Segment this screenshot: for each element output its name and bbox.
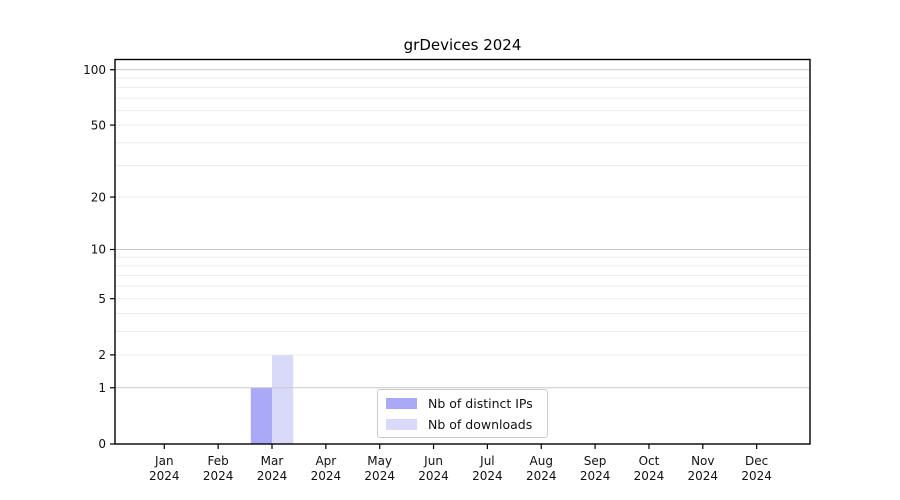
x-tick-label-month-aug: Aug — [530, 454, 553, 468]
x-tick-label-year-jan: 2024 — [149, 469, 180, 483]
y-tick-label-1: 1 — [98, 381, 106, 395]
x-tick-label-year-mar: 2024 — [257, 469, 288, 483]
bar-nb-of-downloads-mar — [272, 354, 294, 444]
legend-row-distinct-ips: Nb of distinct IPs — [378, 395, 547, 412]
legend-label-downloads: Nb of downloads — [428, 416, 533, 432]
legend: Nb of distinct IPs Nb of downloads — [377, 389, 548, 438]
bar-nb-of-distinct-ips-mar — [250, 387, 272, 444]
x-tick-label-year-aug: 2024 — [526, 469, 557, 483]
x-tick-label-year-nov: 2024 — [688, 469, 719, 483]
x-tick-label-month-jun: Jun — [423, 454, 443, 468]
x-tick-label-month-jul: Jul — [479, 454, 494, 468]
legend-swatch-distinct-ips — [386, 397, 417, 409]
chart-title: grDevices 2024 — [403, 36, 522, 54]
x-tick-label-month-may: May — [367, 454, 392, 468]
y-tick-label-50: 50 — [91, 118, 106, 132]
x-tick-label-year-jul: 2024 — [472, 469, 503, 483]
x-tick-label-year-oct: 2024 — [634, 469, 665, 483]
x-tick-label-month-feb: Feb — [208, 454, 229, 468]
x-tick-label-year-dec: 2024 — [741, 469, 772, 483]
x-tick-label-month-nov: Nov — [691, 454, 714, 468]
x-tick-label-year-jun: 2024 — [418, 469, 449, 483]
legend-label-distinct-ips: Nb of distinct IPs — [428, 395, 533, 411]
x-tick-label-year-apr: 2024 — [311, 469, 342, 483]
legend-swatch-downloads — [386, 418, 417, 430]
plot-border — [114, 58, 811, 445]
y-tick-label-10: 10 — [91, 243, 106, 257]
x-tick-label-month-sep: Sep — [584, 454, 607, 468]
y-tick-label-0: 0 — [98, 437, 106, 451]
x-tick-label-month-oct: Oct — [639, 454, 660, 468]
x-tick-label-month-jan: Jan — [154, 454, 174, 468]
x-tick-label-month-dec: Dec — [745, 454, 768, 468]
y-tick-label-100: 100 — [83, 63, 106, 77]
y-tick-label-5: 5 — [98, 292, 106, 306]
x-tick-label-year-feb: 2024 — [203, 469, 234, 483]
x-tick-label-month-mar: Mar — [261, 454, 284, 468]
x-tick-label-month-apr: Apr — [315, 454, 336, 468]
y-tick-label-20: 20 — [91, 190, 106, 204]
y-tick-label-2: 2 — [98, 348, 106, 362]
legend-row-downloads: Nb of downloads — [378, 416, 547, 433]
x-tick-label-year-may: 2024 — [364, 469, 395, 483]
x-tick-label-year-sep: 2024 — [580, 469, 611, 483]
